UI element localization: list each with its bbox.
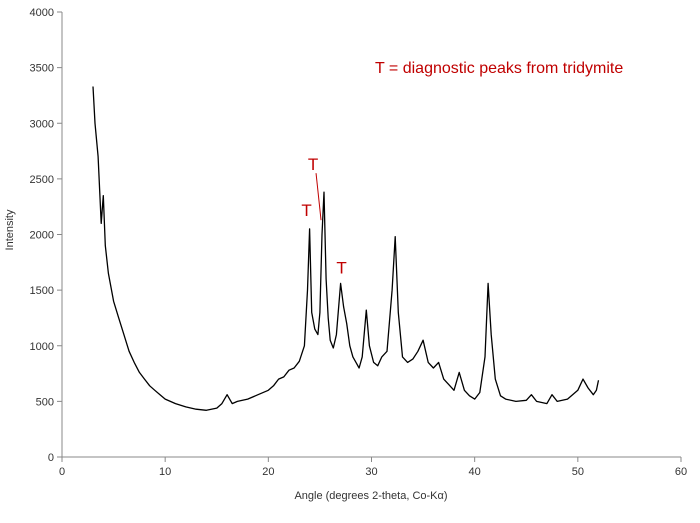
- x-tick-label: 10: [159, 466, 171, 478]
- y-tick-label: 1000: [30, 341, 54, 353]
- x-tick-label: 40: [469, 466, 481, 478]
- y-tick-label: 0: [48, 452, 54, 464]
- y-tick-label: 3500: [30, 63, 54, 75]
- y-tick-label: 1500: [30, 285, 54, 297]
- series-line: [92, 86, 600, 411]
- x-axis-title: Angle (degrees 2-theta, Co-Kα): [294, 490, 447, 502]
- y-tick-label: 2000: [30, 230, 54, 242]
- legend-note: T = diagnostic peaks from tridymite: [375, 60, 623, 77]
- x-ticks: 0 10 20 30 40 50 60: [59, 457, 687, 478]
- y-axis-title: Intensity: [4, 209, 16, 250]
- y-tick-label: 2500: [30, 174, 54, 186]
- x-tick-label: 0: [59, 466, 65, 478]
- y-tick-label: 500: [36, 396, 54, 408]
- x-tick-label: 20: [262, 466, 274, 478]
- y-tick-label: 3000: [30, 118, 54, 130]
- peak-marker-label: T: [308, 155, 318, 174]
- x-tick-label: 50: [572, 466, 584, 478]
- peak-marker-label: T: [336, 258, 346, 277]
- y-ticks: 0 500 1000 1500 2000 2500 3000 3500 4000: [30, 7, 62, 464]
- peak-markers: T T T: [301, 155, 346, 277]
- peak-marker-label: T: [301, 201, 311, 220]
- x-tick-label: 60: [675, 466, 687, 478]
- x-tick-label: 30: [365, 466, 377, 478]
- y-tick-label: 4000: [30, 7, 54, 19]
- peak-marker-leader: [315, 173, 322, 221]
